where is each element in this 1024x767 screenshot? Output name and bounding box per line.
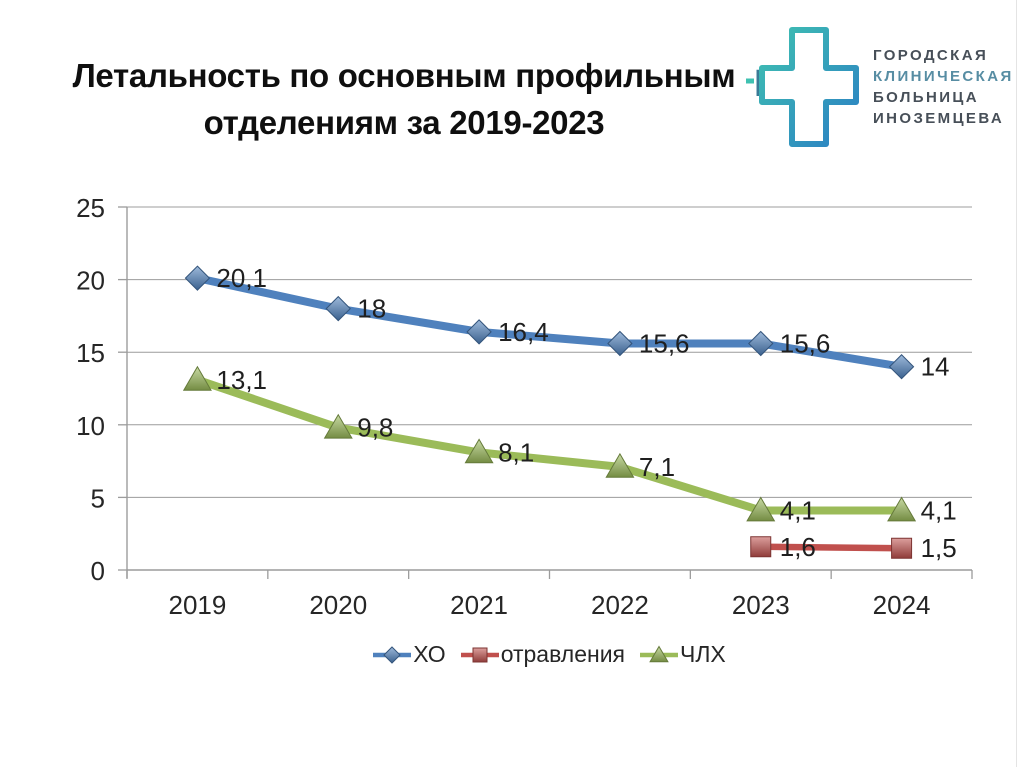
data-point-label-ЧЛХ: 8,1: [498, 437, 534, 467]
hospital-name: ГОРОДСКАЯ КЛИНИЧЕСКАЯ БОЛЬНИЦА ИНОЗЕМЦЕВ…: [873, 24, 1014, 129]
legend-swatch-diamond-icon: [373, 645, 412, 664]
data-point-marker-ЧЛХ: [605, 452, 635, 478]
x-axis-label: 2022: [591, 590, 649, 620]
data-point-marker-ЧЛХ: [464, 438, 494, 464]
data-point-marker-отравления: [750, 536, 772, 558]
x-axis-label: 2024: [873, 590, 931, 620]
data-point-label-ЧЛХ: 7,1: [639, 452, 675, 482]
data-point-marker-ХО: [184, 265, 211, 291]
y-axis-label: 10: [76, 411, 105, 441]
x-axis-label: 2019: [168, 590, 226, 620]
data-point-label-ЧЛХ: 9,8: [357, 413, 393, 443]
data-point-label-ЧЛХ: 4,1: [921, 495, 957, 525]
data-point-marker-ХО: [466, 319, 492, 345]
legend-label: ХО: [413, 641, 446, 667]
y-axis-label: 25: [76, 193, 105, 223]
page-title: Летальность по основным профильным отдел…: [72, 57, 736, 141]
legend-item-отравления: отравления: [460, 641, 625, 668]
data-point-label-ХО: 16,4: [498, 317, 549, 347]
data-point-marker-ЧЛХ: [323, 413, 353, 439]
series-line-отравления: [757, 543, 905, 552]
data-point-marker-ХО: [607, 330, 633, 357]
hospital-name-line4: ИНОЗЕМЦЕВА: [873, 110, 1005, 127]
hospital-name-line3: БОЛЬНИЦА: [873, 89, 979, 106]
y-axis-label: 0: [91, 556, 105, 586]
data-point-marker-ХО: [888, 354, 915, 380]
data-point-label-ХО: 15,6: [780, 328, 831, 358]
legend-item-ХО: ХО: [373, 641, 446, 668]
legend-label: ЧЛХ: [680, 641, 726, 667]
data-point-marker-отравления: [891, 537, 913, 559]
legend-swatch-square-icon: [460, 647, 499, 662]
data-point-marker-ЧЛХ: [746, 496, 776, 522]
data-point-label-отравления: 1,6: [780, 532, 816, 562]
hospital-logo: И ГОРОДСКАЯ КЛИНИЧЕСКАЯ БОЛЬНИЦА ИНОЗЕМЦ…: [746, 24, 1014, 150]
data-point-marker-ЧЛХ: [182, 365, 212, 391]
data-point-marker-ЧЛХ: [887, 496, 917, 522]
hospital-name-line2: КЛИНИЧЕСКАЯ: [873, 68, 1014, 85]
series-line-ХО: [193, 274, 906, 371]
x-axis-label: 2020: [309, 590, 367, 620]
data-point-label-ХО: 18: [357, 294, 386, 324]
x-axis-label: 2023: [732, 590, 790, 620]
chart-legend: ХО отравления ЧЛХ: [127, 641, 972, 668]
slide-edge-line: [1016, 0, 1017, 767]
series-line-ЧЛХ: [193, 375, 906, 515]
hospital-name-line1: ГОРОДСКАЯ: [873, 47, 989, 64]
y-axis-label: 5: [91, 483, 105, 513]
legend-swatch-triangle-icon: [640, 645, 678, 662]
data-point-marker-ХО: [325, 295, 351, 322]
data-point-label-ЧЛХ: 4,1: [780, 495, 816, 525]
hospital-cross-icon: И: [746, 27, 859, 147]
y-axis-label: 20: [76, 266, 105, 296]
legend-label: отравления: [500, 641, 625, 667]
data-point-label-ХО: 14: [921, 352, 950, 382]
data-point-label-ЧЛХ: 13,1: [216, 365, 267, 395]
data-point-label-ХО: 15,6: [639, 328, 690, 358]
legend-item-ЧЛХ: ЧЛХ: [640, 641, 726, 668]
cross-outline: [759, 27, 859, 147]
x-axis-label: 2021: [450, 590, 508, 620]
data-point-label-ХО: 20,1: [216, 263, 267, 293]
data-point-label-отравления: 1,5: [921, 533, 957, 563]
y-axis-label: 15: [76, 338, 105, 368]
data-point-marker-ХО: [748, 330, 774, 357]
